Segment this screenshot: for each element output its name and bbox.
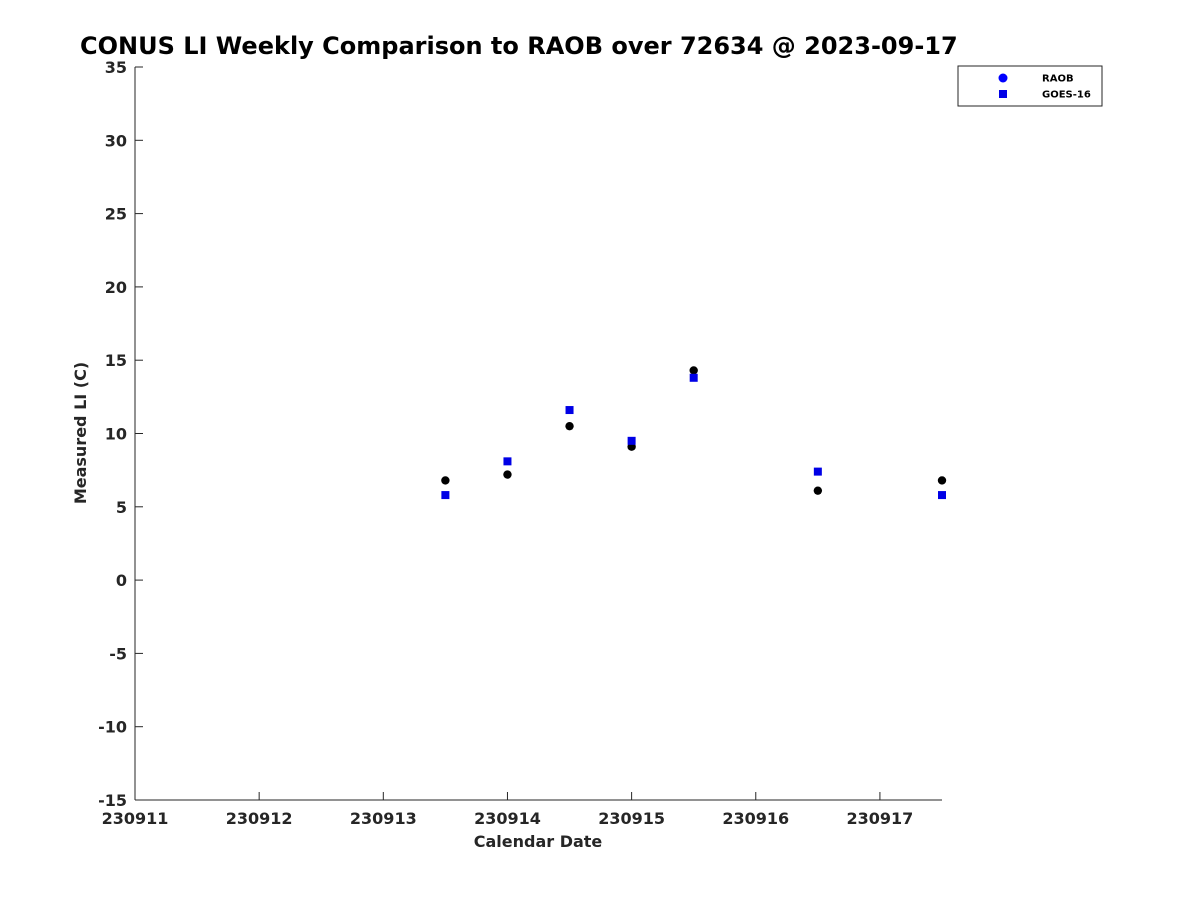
- y-tick-label: -10: [98, 718, 127, 737]
- raob-point: [503, 470, 512, 479]
- goes-point: [441, 491, 450, 500]
- raob-point: [441, 476, 450, 485]
- raob-point: [937, 476, 947, 485]
- legend-goes-marker: [999, 90, 1007, 98]
- y-ticks: -15 -10 -5 0 5 10 15 20 25 30 35: [98, 58, 143, 810]
- y-tick-label: 30: [105, 131, 127, 150]
- legend-raob-label: RAOB: [1042, 74, 1074, 85]
- x-tick-label: 230913: [350, 809, 417, 828]
- goes-point: [689, 373, 698, 382]
- y-tick-label: 10: [105, 425, 127, 444]
- x-tick-label: 230917: [847, 809, 914, 828]
- raob-point: [813, 486, 823, 495]
- y-tick-label: 20: [105, 278, 127, 297]
- raob-point: [689, 366, 698, 375]
- series-points: [441, 366, 947, 500]
- y-tick-label: 5: [116, 498, 127, 517]
- x-tick-label: 230911: [102, 809, 169, 828]
- x-tick-label: 230914: [474, 809, 541, 828]
- legend-goes-label: GOES-16: [1042, 90, 1091, 101]
- y-tick-label: -5: [109, 644, 127, 663]
- y-tick-label: 0: [116, 571, 127, 590]
- legend: RAOB GOES-16: [957, 65, 1103, 107]
- x-ticks: 230911 230912 230913 230914 230915 230916 2309…: [102, 792, 914, 828]
- y-tick-label: -15: [98, 791, 127, 810]
- raob-point: [565, 421, 574, 431]
- x-axis-label: Calendar Date: [474, 832, 603, 851]
- legend-box: [957, 65, 1103, 107]
- y-tick-label: 15: [105, 351, 127, 370]
- goes-point: [565, 406, 574, 415]
- goes-point: [813, 467, 822, 476]
- legend-raob-marker: [998, 73, 1008, 83]
- x-tick-label: 230912: [226, 809, 293, 828]
- goes-point: [503, 457, 512, 466]
- x-tick-label: 230915: [598, 809, 665, 828]
- y-tick-label: 35: [105, 58, 127, 77]
- goes-point: [627, 436, 636, 445]
- goes-point: [938, 491, 946, 500]
- x-tick-label: 230916: [722, 809, 789, 828]
- y-axis-label: Measured LI (C): [71, 362, 90, 504]
- y-tick-label: 25: [105, 205, 127, 224]
- chart-title: CONUS LI Weekly Comparison to RAOB over …: [80, 32, 958, 60]
